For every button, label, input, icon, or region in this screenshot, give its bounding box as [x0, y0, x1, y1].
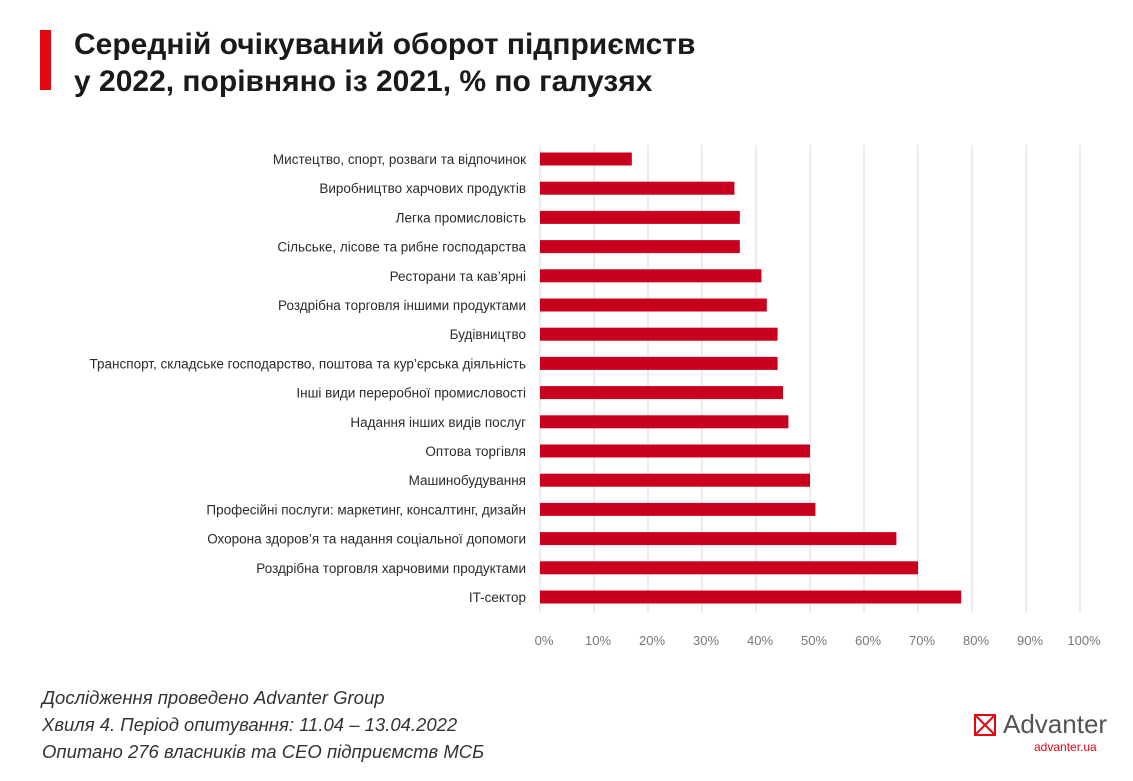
advanter-logo: Advanter advanter.ua [972, 708, 1112, 758]
footnote-line-3: Опитано 276 власників та CEO підприємств… [42, 741, 485, 762]
logo-name: Advanter [1003, 709, 1108, 739]
chart-title-line-2: у 2022, порівняно із 2021, % по галузях [74, 65, 653, 98]
bar [540, 561, 918, 575]
bar [540, 415, 789, 429]
x-tick-label: 30% [693, 633, 719, 648]
bar [540, 356, 778, 370]
category-label: Транспорт, складське господарство, пошто… [90, 356, 526, 371]
category-label: Легка промисловість [396, 210, 526, 225]
chart-title-line-1: Середній очікуваний оборот підприємств [74, 28, 696, 61]
x-tick-label: 100% [1067, 633, 1101, 648]
bar [540, 502, 816, 516]
category-label: Професійні послуги: маркетинг, консалтин… [206, 502, 526, 517]
bar [540, 386, 783, 400]
survey-footnote: Дослідження проведено Advanter Group Хви… [42, 684, 484, 765]
logo-url: advanter.ua [1034, 740, 1097, 754]
bar [540, 181, 735, 195]
footnote-line-1: Дослідження проведено Advanter Group [42, 687, 385, 708]
category-label: Машинобудування [409, 473, 526, 488]
category-label: Охорона здоров’я та надання соціальної д… [207, 532, 526, 547]
category-label: Мистецтво, спорт, розваги та відпочинок [273, 152, 526, 167]
bar [540, 269, 762, 283]
bar [540, 240, 740, 254]
category-label: Роздрібна торговля іншими продуктами [278, 298, 526, 313]
x-tick-label: 70% [909, 633, 935, 648]
category-label: Оптова торгівля [425, 444, 526, 459]
category-label: Сільське, лісове та рибне господарства [277, 240, 526, 255]
chart-title: Середній очікуваний оборот підприємств у… [74, 26, 695, 100]
title-accent-bar [40, 30, 51, 90]
category-label: Інші види переробної промисловості [296, 386, 526, 401]
bar [540, 210, 740, 224]
bar [540, 444, 810, 458]
bar [540, 298, 767, 312]
category-label: IT-сектор [469, 590, 526, 605]
bar [540, 532, 897, 546]
x-tick-label: 90% [1017, 633, 1043, 648]
footnote-line-2: Хвиля 4. Період опитування: 11.04 – 13.0… [42, 714, 458, 735]
x-tick-label: 20% [639, 633, 665, 648]
x-tick-label: 40% [747, 633, 773, 648]
x-tick-label: 60% [855, 633, 881, 648]
bar [540, 590, 962, 604]
bar [540, 327, 778, 341]
x-tick-label: 0% [535, 633, 554, 648]
category-label: Роздрібна торговля харчовими продуктами [256, 561, 526, 576]
x-tick-label: 80% [963, 633, 989, 648]
bar [540, 473, 810, 487]
category-label: Ресторани та кав’ярні [390, 269, 526, 284]
envelope-x-icon [974, 714, 996, 736]
category-label: Будівництво [450, 327, 526, 342]
category-label: Виробництво харчових продуктів [319, 181, 526, 196]
category-label: Надання інших видів послуг [350, 415, 526, 430]
bar [540, 152, 632, 166]
x-tick-label: 10% [585, 633, 611, 648]
x-tick-label: 50% [801, 633, 827, 648]
